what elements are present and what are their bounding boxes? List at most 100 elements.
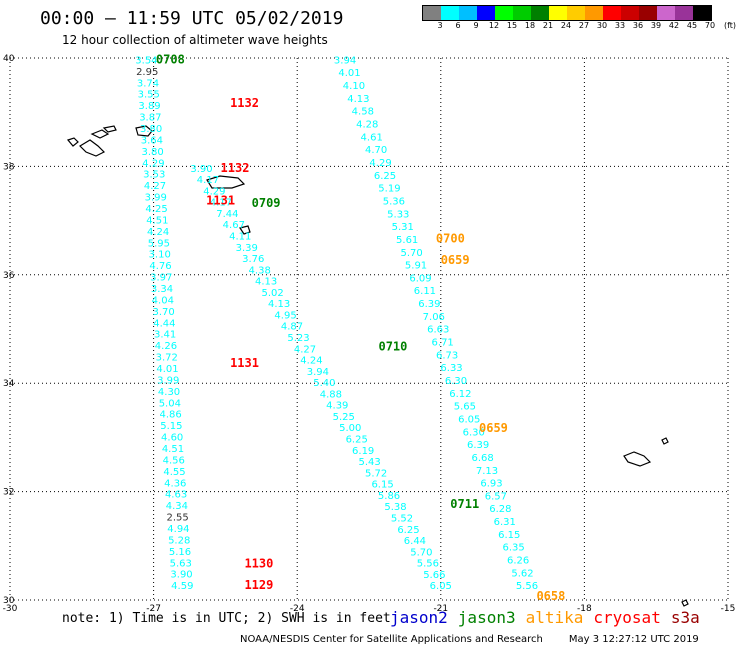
x-tick-label: -30	[3, 604, 18, 614]
wave-height-value: 6.15	[371, 480, 393, 491]
wave-height-value: 3.90	[190, 164, 212, 175]
wave-height-value: 4.04	[152, 295, 174, 306]
wave-height-value: 6.33	[440, 363, 462, 374]
wave-height-value: 4.29	[369, 158, 391, 169]
wave-height-value: 4.01	[338, 68, 360, 79]
colorbar-label: 36	[632, 21, 644, 30]
colorbar-label: 39	[650, 21, 662, 30]
colorbar-swatch	[675, 6, 693, 20]
wave-height-value: 6.73	[436, 350, 458, 361]
wave-height-value: 6.05	[458, 414, 480, 425]
wave-height-value: 6.44	[404, 536, 426, 547]
wave-height-value: 4.58	[352, 107, 374, 118]
wave-height-value: 3.94	[307, 367, 329, 378]
x-tick-label: -27	[146, 604, 161, 614]
wave-height-value: 3.76	[242, 254, 264, 265]
pass-time-label: 0659	[441, 253, 470, 267]
wave-height-value: 4.27	[144, 181, 166, 192]
x-tick-label: -21	[433, 604, 448, 614]
wave-height-value: 4.27	[294, 344, 316, 355]
wave-height-value: 3.99	[157, 375, 179, 386]
wave-height-value: 5.95	[148, 238, 170, 249]
pass-time-label: 0709	[252, 196, 281, 210]
wave-height-value: 5.16	[169, 547, 191, 558]
colorbar-label: 42	[668, 21, 680, 30]
wave-height-value: 7.13	[476, 466, 498, 477]
wave-height-value: 6.30	[463, 427, 485, 438]
pass-time-label: 1132	[230, 96, 259, 110]
wave-height-value: 3.72	[156, 353, 178, 364]
wave-height-value: 5.04	[159, 398, 181, 409]
wave-height-value: 4.76	[149, 261, 171, 272]
legend-jason3: jason3	[457, 608, 516, 627]
wave-height-value: 5.43	[359, 457, 381, 468]
island-coastline	[79, 139, 106, 157]
wave-height-value: 5.63	[170, 558, 192, 569]
wave-height-value: 5.15	[160, 421, 182, 432]
wave-height-value: 4.25	[145, 204, 167, 215]
wave-height-value: 6.30	[445, 376, 467, 387]
wave-height-value: 3.34	[151, 284, 173, 295]
y-tick-label: 36	[3, 271, 15, 281]
wave-height-value: 5.66	[423, 570, 445, 581]
wave-height-value: 4.36	[164, 478, 186, 489]
wave-height-value: 4.87	[281, 322, 303, 333]
wave-height-value: 4.13	[268, 299, 290, 310]
wave-height-value: 4.94	[167, 524, 189, 535]
wave-height-value: 5.31	[392, 222, 414, 233]
colorbar-swatch	[585, 6, 603, 20]
wave-height-value: 5.56	[516, 581, 538, 592]
wave-height-value: 3.70	[152, 307, 174, 318]
wave-height-value: 3.97	[150, 273, 172, 284]
wave-height-value: 5.23	[287, 333, 309, 344]
wave-height-value: 5.65	[454, 402, 476, 413]
wave-height-value: 6.09	[409, 273, 431, 284]
wave-height-value: 6.15	[498, 530, 520, 541]
colorbar-swatch	[603, 6, 621, 20]
colorbar-label: 27	[578, 21, 590, 30]
wave-height-value: 6.57	[485, 491, 507, 502]
island-coastline	[681, 599, 689, 607]
pass-time-label: 0659	[479, 421, 508, 435]
wave-height-value: 4.26	[155, 341, 177, 352]
wave-height-value: 5.56	[417, 559, 439, 570]
island-coastline	[206, 175, 246, 189]
wave-height-value: 3.99	[145, 193, 167, 204]
island-coastline	[66, 137, 79, 147]
x-tick-label: -15	[721, 604, 736, 614]
colorbar-swatch	[621, 6, 639, 20]
wave-height-value: 6.25	[397, 525, 419, 536]
colorbar-swatch	[477, 6, 495, 20]
wave-height-value: 3.74	[137, 78, 159, 89]
wave-height-value: 5.62	[511, 568, 533, 579]
wave-height-value: 5.33	[387, 209, 409, 220]
wave-height-value: 4.61	[361, 132, 383, 143]
chart-subtitle: 12 hour collection of altimeter wave hei…	[62, 33, 328, 47]
wave-height-value: 5.19	[378, 184, 400, 195]
wave-height-value: 6.19	[352, 446, 374, 457]
island-coastline	[661, 437, 669, 445]
pass-time-label: 0711	[450, 497, 479, 511]
wave-height-value: 6.93	[480, 479, 502, 490]
wave-height-value: 4.38	[249, 265, 271, 276]
pass-time-label: 1129	[244, 578, 273, 592]
island-coastline	[239, 225, 251, 235]
pass-time-label: 1131	[206, 193, 235, 207]
colorbar-label: 30	[596, 21, 608, 30]
legend: jason2 jason3 altika cryosat s3a	[390, 608, 710, 627]
wave-height-value: 4.17	[210, 198, 232, 209]
wave-height-value: 5.00	[339, 423, 361, 434]
colorbar-label: 6	[455, 21, 461, 30]
wave-height-value: 6.12	[449, 389, 471, 400]
x-tick-label: -18	[577, 604, 592, 614]
wave-height-value: 3.89	[138, 101, 160, 112]
wave-height-value: 4.10	[343, 81, 365, 92]
wave-height-value: 6.39	[467, 440, 489, 451]
wave-height-value: 4.56	[163, 455, 185, 466]
wave-height-value: 4.60	[161, 433, 183, 444]
wave-height-value: 4.39	[326, 401, 348, 412]
wave-height-value: 3.94	[334, 55, 356, 66]
colorbar-swatch	[693, 6, 711, 20]
wave-height-value: 4.51	[162, 444, 184, 455]
